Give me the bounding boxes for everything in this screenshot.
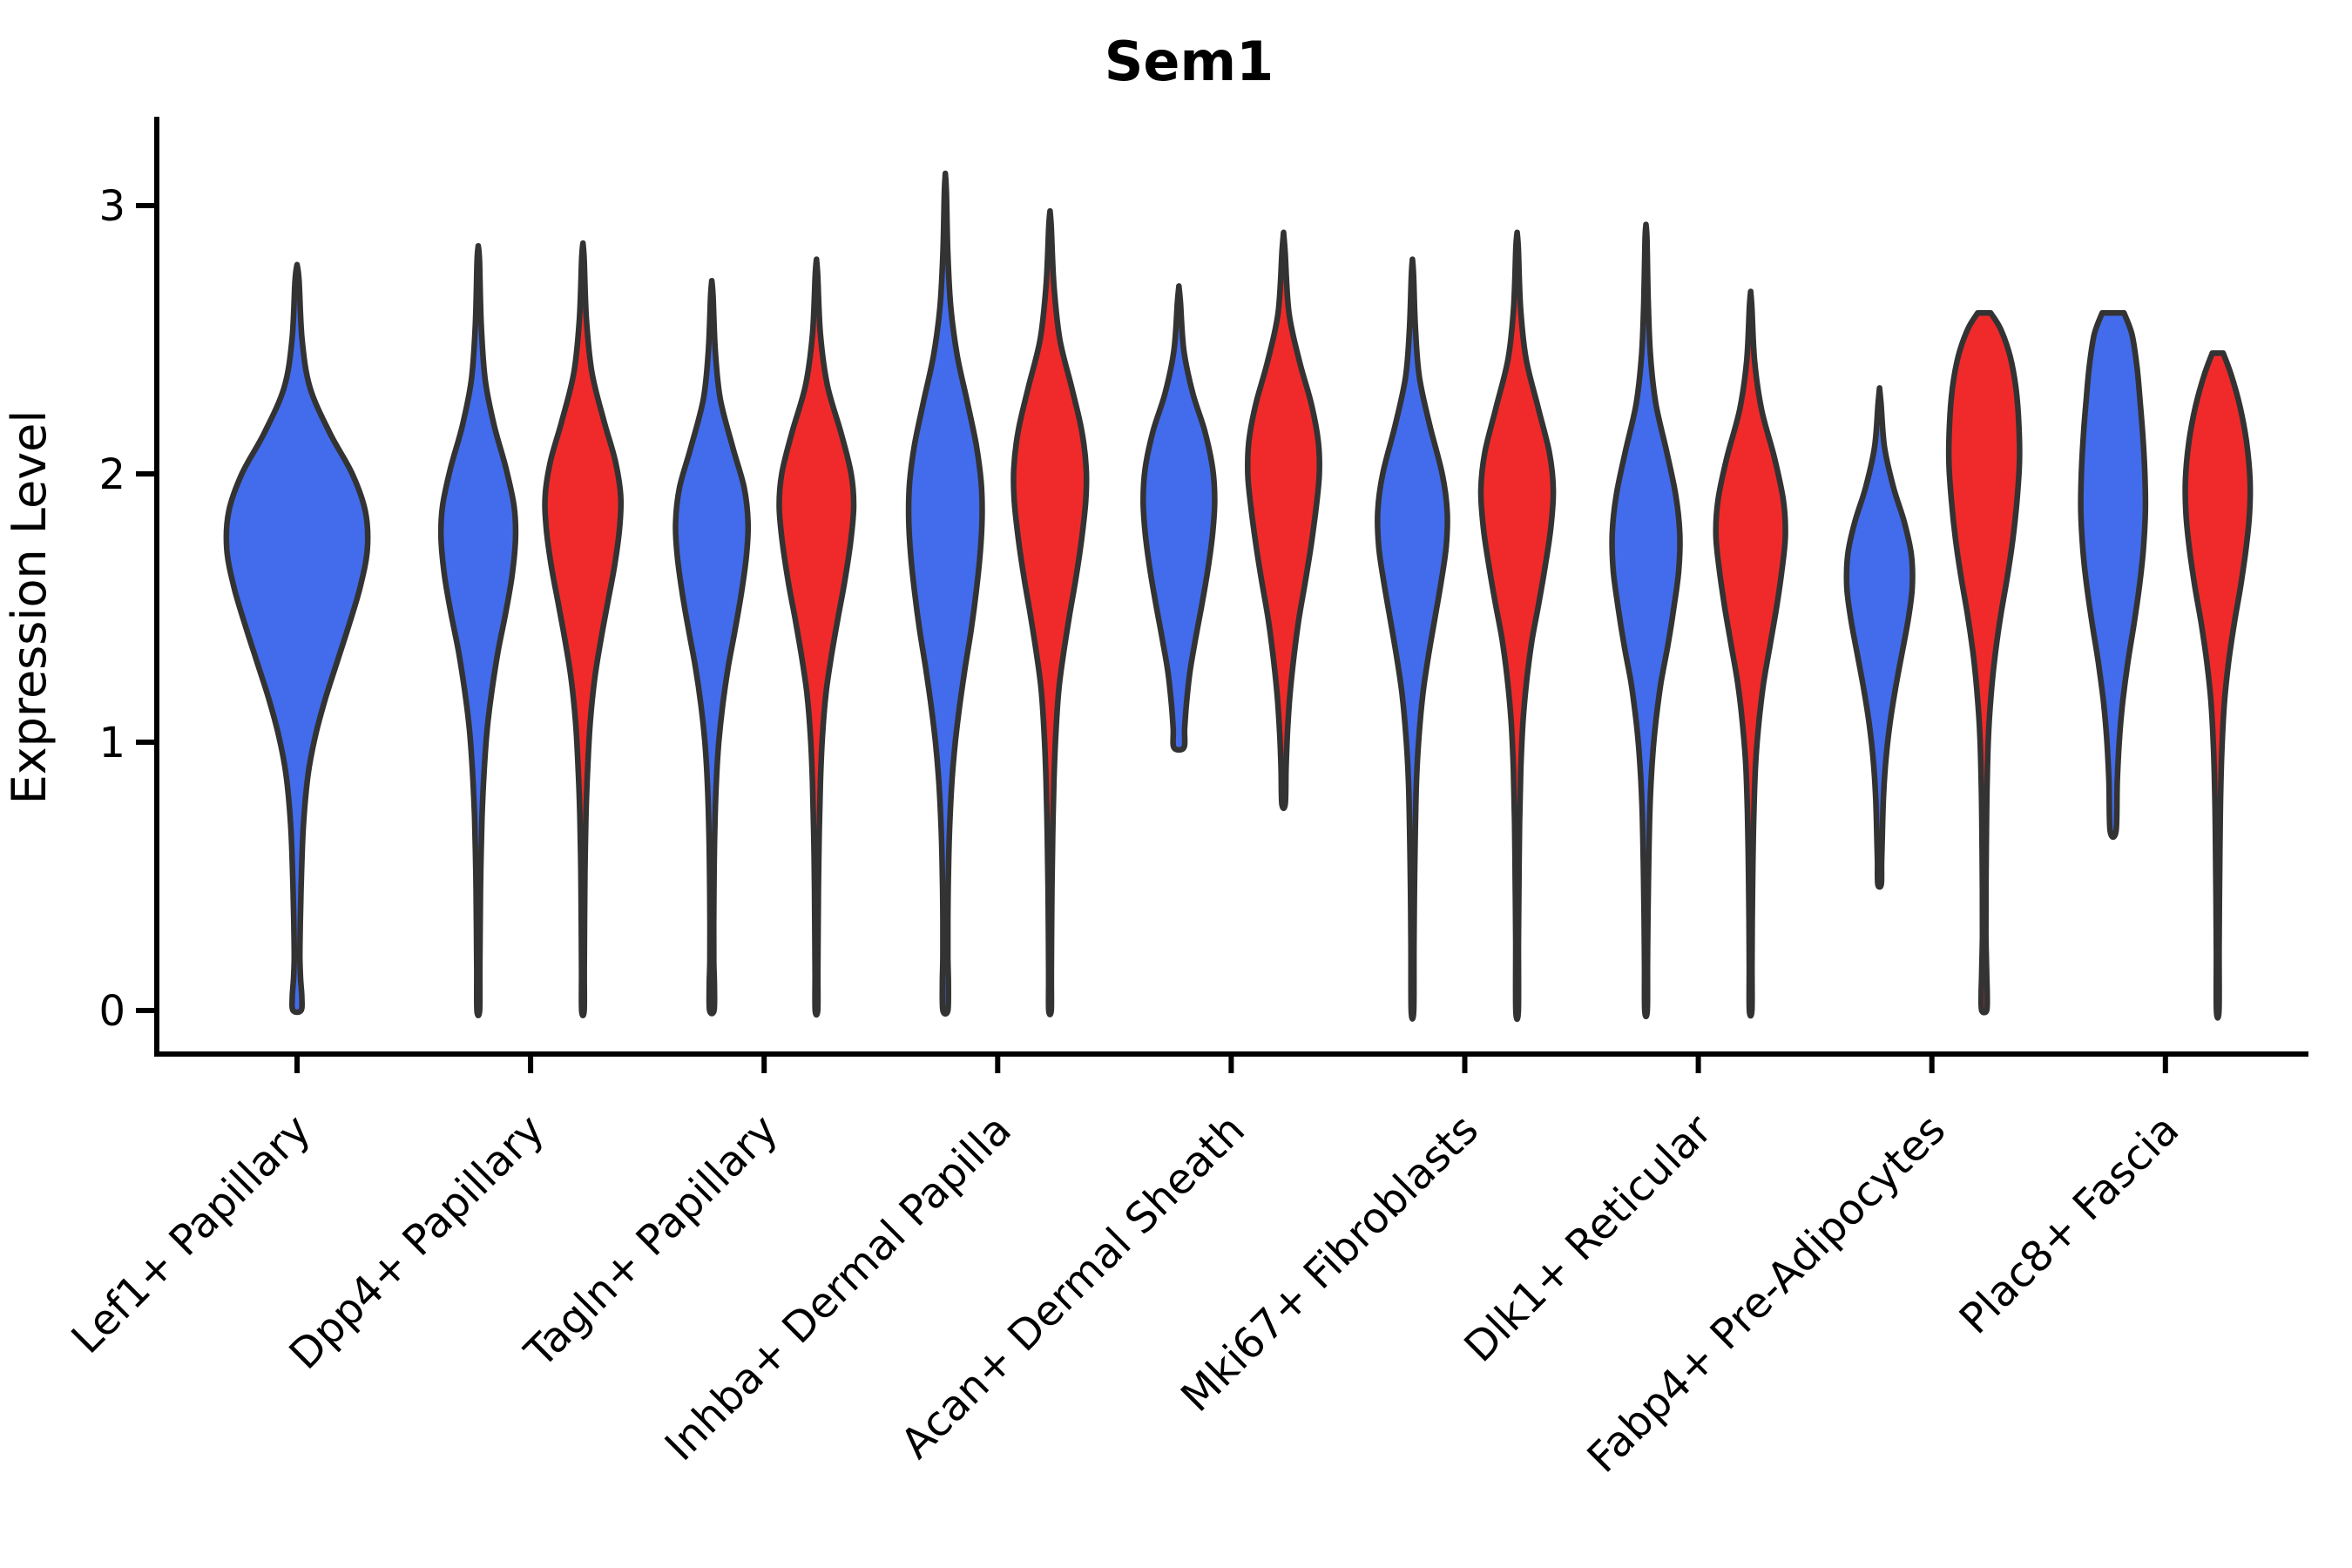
violin-4-blue xyxy=(1140,283,1218,754)
violin-2-blue xyxy=(672,277,752,1017)
violin-7-red xyxy=(1945,309,2023,1016)
y-tick-label: 2 xyxy=(98,450,125,499)
y-tick-group: 0 1 2 3 xyxy=(98,182,157,1036)
violin-7-blue xyxy=(1843,385,1916,890)
x-category-label: Dpp4+ Papillary xyxy=(280,1105,554,1379)
y-tick-label: 3 xyxy=(98,182,125,231)
violin-6-red xyxy=(1713,288,1788,1019)
x-category-label: Plac8+ Fascia xyxy=(1950,1105,2189,1344)
x-category-label: Tagln+ Papillary xyxy=(515,1105,787,1377)
y-tick-label: 0 xyxy=(98,987,125,1036)
violin-0-blue xyxy=(223,261,371,1016)
y-axis-label: Expression Level xyxy=(2,410,57,805)
violin-6-blue xyxy=(1609,221,1683,1020)
y-tick-label: 1 xyxy=(98,719,125,767)
x-category-label: Lef1+ Papillary xyxy=(63,1105,321,1363)
violin-4-red xyxy=(1245,229,1322,812)
violin-3-red xyxy=(1010,207,1090,1017)
violins-group xyxy=(223,170,2254,1023)
chart-title: Sem1 xyxy=(1105,30,1274,93)
violin-3-blue xyxy=(905,170,985,1017)
violin-5-red xyxy=(1477,229,1557,1023)
violin-1-blue xyxy=(437,242,519,1019)
violin-8-blue xyxy=(2078,309,2149,841)
violin-2-red xyxy=(776,256,857,1018)
x-category-label: Dlk1+ Reticular xyxy=(1455,1105,1721,1372)
violin-1-red xyxy=(542,240,625,1019)
violin-8-red xyxy=(2182,350,2254,1021)
violin-5-blue xyxy=(1375,256,1450,1022)
